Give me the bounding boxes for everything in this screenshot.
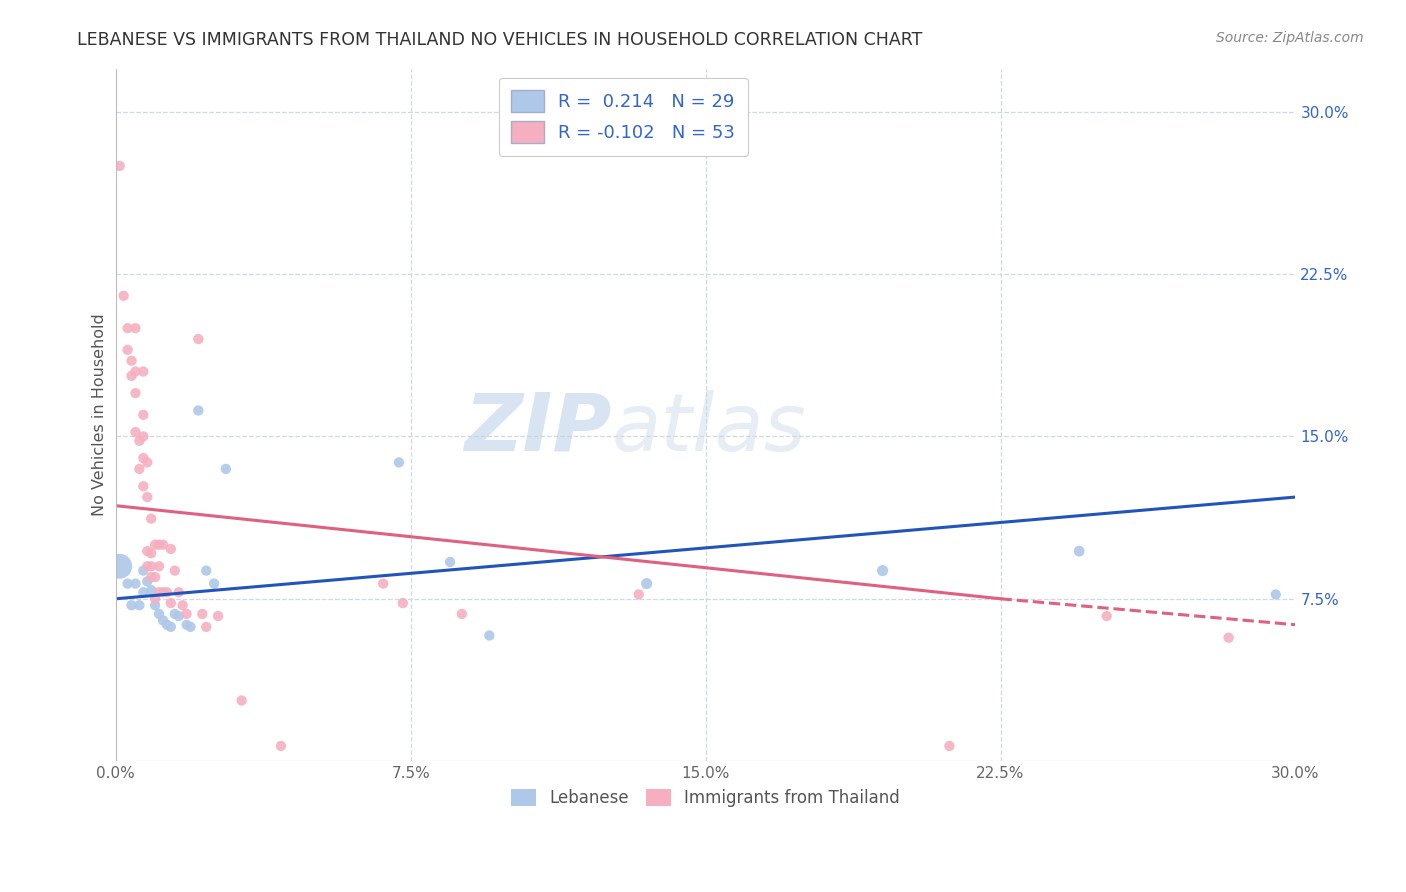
Point: [108, 559, 131, 574]
Point: [392, 596, 415, 610]
Point: [163, 607, 186, 621]
Point: [176, 617, 198, 632]
Point: [152, 538, 174, 552]
Point: [388, 455, 411, 469]
Point: [156, 617, 179, 632]
Point: [270, 739, 292, 753]
Point: [128, 434, 150, 448]
Point: [202, 576, 225, 591]
Point: [124, 321, 146, 335]
Text: ZIP: ZIP: [464, 390, 612, 467]
Point: [136, 455, 159, 469]
Point: [1264, 587, 1286, 601]
Point: [1218, 631, 1240, 645]
Point: [136, 559, 159, 574]
Point: [156, 585, 179, 599]
Point: [231, 693, 253, 707]
Point: [141, 570, 163, 584]
Point: [112, 289, 135, 303]
Point: [148, 585, 170, 599]
Point: [136, 490, 159, 504]
Point: [180, 620, 202, 634]
Point: [195, 620, 218, 634]
Text: Source: ZipAtlas.com: Source: ZipAtlas.com: [1216, 31, 1364, 45]
Point: [108, 159, 131, 173]
Point: [143, 538, 166, 552]
Point: [167, 609, 190, 624]
Point: [143, 591, 166, 606]
Point: [117, 321, 139, 335]
Point: [636, 576, 658, 591]
Point: [215, 462, 238, 476]
Point: [148, 538, 170, 552]
Point: [121, 599, 143, 613]
Point: [627, 587, 650, 601]
Y-axis label: No Vehicles in Household: No Vehicles in Household: [93, 313, 107, 516]
Point: [132, 364, 155, 378]
Point: [121, 353, 143, 368]
Point: [167, 585, 190, 599]
Point: [450, 607, 472, 621]
Point: [124, 425, 146, 439]
Point: [148, 607, 170, 621]
Point: [117, 576, 139, 591]
Point: [191, 607, 214, 621]
Point: [163, 564, 186, 578]
Point: [117, 343, 139, 357]
Point: [160, 541, 183, 556]
Point: [152, 585, 174, 599]
Point: [160, 596, 183, 610]
Point: [124, 576, 146, 591]
Point: [143, 570, 166, 584]
Point: [132, 451, 155, 466]
Point: [938, 739, 960, 753]
Point: [1095, 609, 1118, 624]
Point: [132, 585, 155, 599]
Point: [207, 609, 229, 624]
Point: [148, 559, 170, 574]
Text: LEBANESE VS IMMIGRANTS FROM THAILAND NO VEHICLES IN HOUSEHOLD CORRELATION CHART: LEBANESE VS IMMIGRANTS FROM THAILAND NO …: [77, 31, 922, 49]
Point: [373, 576, 395, 591]
Point: [172, 599, 194, 613]
Point: [132, 479, 155, 493]
Point: [132, 429, 155, 443]
Point: [124, 364, 146, 378]
Point: [160, 620, 183, 634]
Point: [187, 332, 209, 346]
Point: [121, 368, 143, 383]
Legend: Lebanese, Immigrants from Thailand: Lebanese, Immigrants from Thailand: [503, 780, 908, 815]
Point: [152, 614, 174, 628]
Point: [187, 403, 209, 417]
Point: [128, 462, 150, 476]
Text: atlas: atlas: [612, 390, 806, 467]
Point: [141, 559, 163, 574]
Point: [141, 546, 163, 560]
Point: [1069, 544, 1091, 558]
Point: [872, 564, 894, 578]
Point: [143, 599, 166, 613]
Point: [176, 607, 198, 621]
Point: [478, 629, 501, 643]
Point: [132, 564, 155, 578]
Point: [128, 599, 150, 613]
Point: [136, 544, 159, 558]
Point: [141, 511, 163, 525]
Point: [136, 574, 159, 589]
Point: [195, 564, 218, 578]
Point: [141, 583, 163, 598]
Point: [439, 555, 461, 569]
Point: [132, 408, 155, 422]
Point: [124, 386, 146, 401]
